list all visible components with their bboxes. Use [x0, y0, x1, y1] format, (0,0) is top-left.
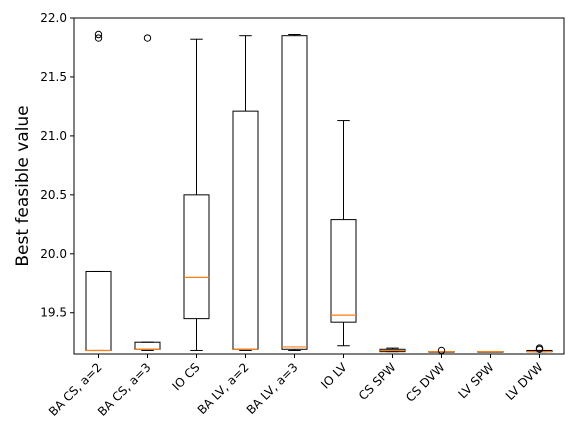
y-tick-label: 21.5 [40, 70, 67, 84]
outlier-point [94, 30, 103, 39]
plot-frame [73, 17, 565, 355]
outlier-point [143, 34, 152, 42]
box-10 [526, 344, 553, 353]
box-1 [85, 30, 112, 352]
box-4 [232, 35, 259, 351]
x-tick-label: BA CS, a=3 [95, 360, 154, 419]
iqr-box [183, 194, 210, 320]
x-tick-label: BA LV, a=3 [244, 360, 301, 417]
box-5 [281, 34, 308, 351]
y-axis-title: Best feasible value [13, 105, 33, 266]
box-6 [330, 120, 357, 347]
y-axis: 19.5 20.0 20.5 21.0 21.5 22.0 [40, 11, 74, 320]
x-tick-label: LV DVW [503, 360, 546, 403]
outlier-point [94, 34, 103, 42]
y-tick-label: 19.5 [40, 306, 67, 320]
x-tick-label: CS DVW [403, 360, 448, 405]
x-tick-label: IO CS [170, 360, 203, 393]
y-tick-label: 22.0 [40, 11, 67, 25]
box-8 [428, 346, 455, 355]
outlier-point [535, 344, 544, 352]
outlier-point [437, 346, 446, 355]
box-9 [477, 351, 504, 353]
y-tick-label: 20.0 [40, 247, 67, 261]
x-tick-label: IO LV [318, 360, 350, 392]
x-tick-label: BA LV, a=2 [195, 360, 252, 417]
x-tick-label: LV SPW [456, 360, 497, 401]
iqr-box [330, 219, 357, 323]
plot-area [73, 17, 565, 355]
box-7 [379, 347, 406, 353]
box-series [85, 30, 553, 355]
box-2 [134, 34, 161, 351]
box-3 [183, 38, 210, 351]
x-tick-label: CS SPW [356, 360, 399, 403]
y-tick-label: 21.0 [40, 129, 67, 143]
iqr-box [281, 35, 308, 350]
y-tick-label: 20.5 [40, 188, 67, 202]
